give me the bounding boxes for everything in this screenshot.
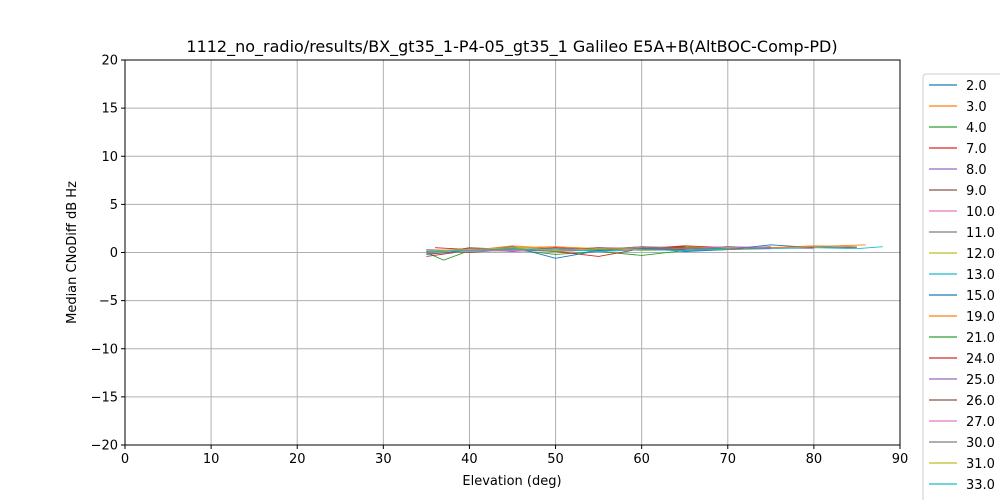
- x-tick-label: 10: [203, 452, 220, 467]
- y-tick-label: 10: [101, 150, 118, 165]
- y-tick-label: 0: [110, 246, 118, 261]
- x-tick-label: 80: [806, 452, 823, 467]
- series-line-33-0: [426, 248, 728, 252]
- legend-label: 3.0: [966, 100, 987, 115]
- x-tick-label: 60: [633, 452, 650, 467]
- series-layer: [426, 244, 883, 261]
- y-axis-label: Median CNoDiff dB Hz: [65, 181, 80, 324]
- legend-label: 11.0: [966, 226, 995, 241]
- legend-label: 24.0: [966, 352, 995, 367]
- x-tick-label: 30: [375, 452, 392, 467]
- legend-label: 31.0: [966, 457, 995, 472]
- legend-label: 30.0: [966, 436, 995, 451]
- legend-label: 26.0: [966, 394, 995, 409]
- legend: 2.0 3.0 4.0 7.0 8.0 9.0 10.0 11.0 12.0 13.0 15.0 19…: [922, 73, 1000, 500]
- x-tick-label: 50: [547, 452, 564, 467]
- y-tick-label: −20: [91, 439, 118, 454]
- x-tick-label: 70: [720, 452, 737, 467]
- y-tick-label: 20: [101, 54, 118, 69]
- y-tick-label: 5: [110, 198, 118, 213]
- legend-label: 12.0: [966, 247, 995, 262]
- grid: [124, 59, 901, 446]
- legend-label: 33.0: [966, 478, 995, 493]
- y-tick-label: −5: [99, 294, 118, 309]
- legend-label: 15.0: [966, 289, 995, 304]
- legend-label: 27.0: [966, 415, 995, 430]
- x-axis-label: Elevation (deg): [462, 474, 561, 489]
- legend-label: 9.0: [966, 184, 987, 199]
- x-tick-label: 20: [289, 452, 306, 467]
- legend-label: 4.0: [966, 121, 987, 136]
- legend-label: 10.0: [966, 205, 995, 220]
- legend-label: 7.0: [966, 142, 987, 157]
- x-tick-label: 90: [892, 452, 909, 467]
- x-tick-label: 0: [121, 452, 129, 467]
- ticks: 0 10 20 30 40 50 60 70 80 90 −20 −15 −10 −5 0 5 10 15 20: [91, 54, 909, 468]
- y-tick-label: −10: [91, 342, 118, 357]
- legend-label: 13.0: [966, 268, 995, 283]
- legend-label: 25.0: [966, 373, 995, 388]
- legend-label: 8.0: [966, 163, 987, 178]
- legend-label: 19.0: [966, 310, 995, 325]
- y-tick-label: −15: [91, 390, 118, 405]
- chart-title: 1112_no_radio/results/BX_gt35_1-P4-05_gt…: [186, 37, 837, 57]
- legend-label: 21.0: [966, 331, 995, 346]
- y-tick-label: 15: [101, 102, 118, 117]
- series-line-4-0: [426, 249, 728, 261]
- x-tick-label: 40: [461, 452, 478, 467]
- legend-box: [922, 73, 1000, 500]
- legend-label: 2.0: [966, 79, 987, 94]
